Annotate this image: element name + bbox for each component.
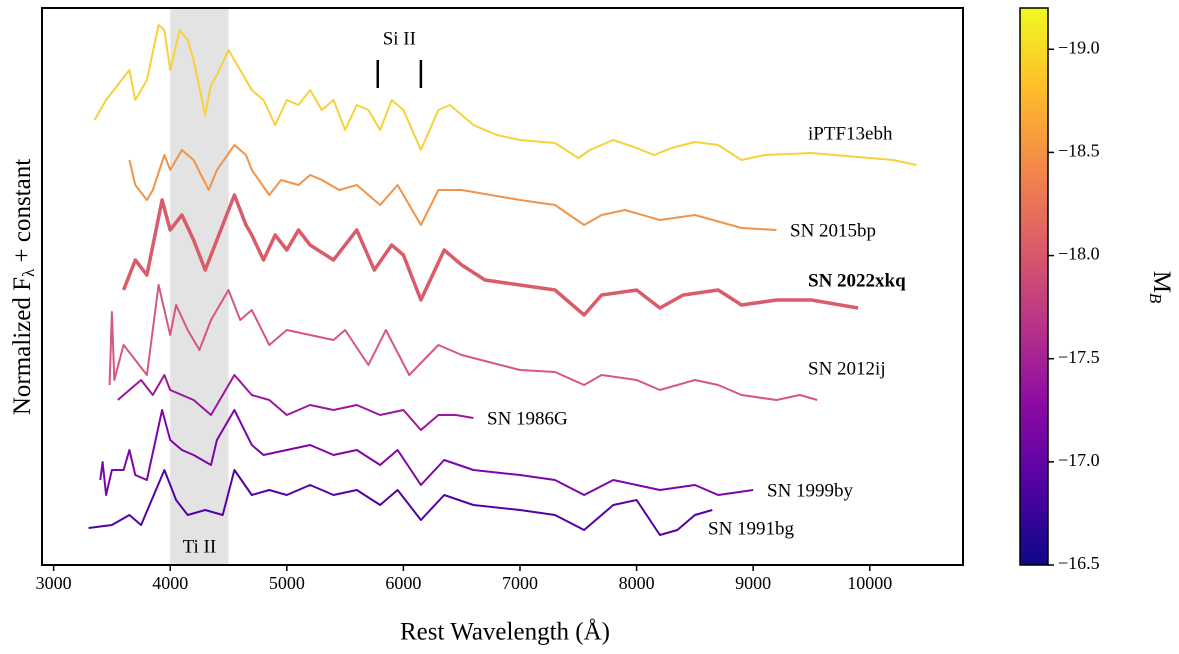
plot-frame — [41, 7, 964, 566]
marker-label: Si II — [383, 28, 416, 49]
y-label-main: Normalized F — [9, 277, 36, 415]
colorbar-tick-label: −18.5 — [1058, 141, 1100, 161]
colorbar-tick-label: −17.0 — [1058, 450, 1100, 470]
x-tick-label: 4000 — [152, 573, 188, 593]
colorbar-tick-label: −17.5 — [1058, 347, 1100, 367]
shaded-band — [170, 8, 229, 565]
series-label: iPTF13ebh — [808, 123, 893, 144]
series-label: SN 1991bg — [708, 518, 795, 539]
spectrum — [117, 374, 474, 431]
x-tick-label: 10000 — [847, 573, 892, 593]
y-label-sub: λ — [19, 268, 38, 277]
band-label: Ti II — [183, 536, 217, 557]
cbar-label-main: M — [1148, 271, 1175, 293]
spectrum — [108, 284, 818, 401]
series-label: SN 2022xkq — [808, 270, 906, 291]
series-label: SN 2015bp — [790, 220, 876, 241]
x-tick-label: 6000 — [385, 573, 421, 593]
x-tick-label: 8000 — [619, 573, 655, 593]
colorbar-label: MB — [1146, 271, 1175, 304]
series-label: SN 1999by — [767, 480, 854, 501]
spectrum — [88, 469, 713, 536]
series-label: SN 2012ij — [808, 358, 886, 379]
spectrum — [128, 144, 777, 231]
colorbar — [1019, 7, 1049, 566]
spectrum — [121, 193, 859, 317]
spectrum — [99, 409, 754, 496]
x-axis-label: Rest Wavelength (Å) — [400, 619, 610, 646]
cbar-label-sub: B — [1146, 293, 1165, 304]
x-tick-label: 9000 — [735, 573, 771, 593]
x-tick-label: 5000 — [269, 573, 305, 593]
x-tick-label: 7000 — [502, 573, 538, 593]
spectrum — [93, 24, 917, 166]
y-axis-label: Normalized Fλ + constant — [9, 159, 38, 415]
x-tick-label: 3000 — [36, 573, 72, 593]
colorbar-tick-label: −16.5 — [1058, 553, 1100, 573]
series-label: SN 1986G — [487, 408, 568, 429]
colorbar-tick-label: −19.0 — [1058, 37, 1100, 57]
y-label-rest: + constant — [9, 159, 36, 269]
colorbar-tick-label: −18.0 — [1058, 244, 1100, 264]
